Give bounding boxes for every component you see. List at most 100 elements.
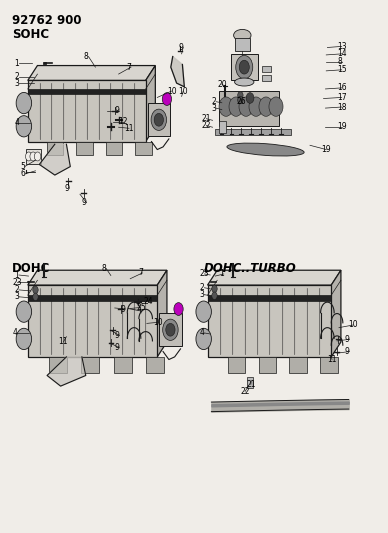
- Text: 13: 13: [337, 42, 346, 51]
- Circle shape: [162, 93, 171, 106]
- Text: 11: 11: [59, 337, 68, 346]
- Bar: [146, 357, 164, 373]
- Polygon shape: [39, 144, 70, 175]
- Text: 9: 9: [345, 347, 350, 356]
- Ellipse shape: [16, 116, 32, 137]
- Circle shape: [33, 293, 38, 301]
- Bar: [262, 66, 271, 72]
- Polygon shape: [28, 270, 167, 285]
- Text: 10: 10: [178, 86, 188, 95]
- Polygon shape: [28, 66, 155, 80]
- Ellipse shape: [235, 78, 254, 86]
- Text: 9: 9: [115, 106, 120, 115]
- Text: 9: 9: [82, 198, 87, 207]
- Bar: [262, 75, 271, 82]
- Circle shape: [33, 286, 38, 294]
- Bar: [76, 142, 93, 155]
- Text: 9: 9: [115, 331, 120, 340]
- Text: 16: 16: [337, 83, 346, 92]
- Circle shape: [239, 97, 253, 116]
- Text: 26: 26: [237, 97, 246, 106]
- Bar: [258, 357, 276, 373]
- Text: 2: 2: [211, 97, 216, 106]
- Bar: [289, 357, 307, 373]
- Bar: [228, 357, 245, 373]
- Circle shape: [236, 55, 253, 79]
- Bar: [49, 357, 67, 373]
- Bar: [28, 80, 146, 142]
- Bar: [28, 89, 146, 94]
- Bar: [231, 54, 258, 80]
- Ellipse shape: [16, 92, 32, 114]
- Bar: [114, 357, 132, 373]
- Circle shape: [259, 97, 273, 116]
- Ellipse shape: [227, 143, 304, 156]
- Text: 21: 21: [202, 114, 211, 123]
- Text: 4: 4: [200, 328, 205, 337]
- Polygon shape: [208, 270, 341, 285]
- Ellipse shape: [16, 328, 32, 350]
- Ellipse shape: [196, 328, 211, 350]
- Text: 11: 11: [125, 124, 134, 133]
- Text: SOHC: SOHC: [12, 28, 49, 42]
- Text: 8: 8: [337, 58, 342, 66]
- Text: 23: 23: [12, 278, 22, 287]
- Text: 1: 1: [14, 271, 19, 279]
- Circle shape: [219, 97, 233, 116]
- Circle shape: [26, 152, 32, 161]
- Bar: [135, 142, 152, 155]
- Bar: [219, 121, 226, 133]
- Circle shape: [229, 97, 243, 116]
- Text: 10: 10: [153, 318, 163, 327]
- Text: DOHC..TURBO: DOHC..TURBO: [204, 262, 296, 275]
- Text: 8: 8: [101, 264, 106, 272]
- Text: 9: 9: [121, 304, 125, 313]
- Polygon shape: [146, 66, 155, 142]
- Ellipse shape: [196, 301, 211, 322]
- Circle shape: [163, 319, 178, 341]
- Text: 1: 1: [14, 59, 19, 68]
- Circle shape: [166, 324, 175, 336]
- Text: DOHC: DOHC: [12, 262, 51, 275]
- Bar: [28, 285, 157, 357]
- Circle shape: [249, 97, 263, 116]
- Text: 92762 900: 92762 900: [12, 14, 82, 27]
- Bar: [147, 103, 170, 136]
- Text: 20: 20: [217, 79, 227, 88]
- Bar: [208, 285, 331, 357]
- Text: 21: 21: [246, 380, 256, 389]
- Text: 23: 23: [200, 270, 210, 278]
- Bar: [320, 357, 338, 373]
- Text: 9: 9: [178, 43, 184, 52]
- Circle shape: [30, 152, 36, 161]
- Text: 14: 14: [337, 50, 346, 58]
- Text: 17: 17: [337, 93, 346, 102]
- Ellipse shape: [234, 29, 251, 41]
- Text: 2: 2: [200, 283, 204, 292]
- Text: 24: 24: [144, 296, 153, 305]
- Polygon shape: [157, 270, 167, 357]
- Text: 2: 2: [14, 285, 19, 294]
- Circle shape: [246, 93, 254, 103]
- Circle shape: [238, 92, 243, 99]
- Text: 10: 10: [167, 86, 177, 95]
- Bar: [28, 295, 157, 301]
- Text: 4: 4: [14, 118, 19, 127]
- Text: 15: 15: [337, 66, 346, 74]
- Circle shape: [269, 97, 283, 116]
- Text: 9: 9: [115, 343, 120, 352]
- Circle shape: [154, 114, 163, 126]
- Bar: [208, 295, 331, 301]
- Text: 3: 3: [200, 290, 205, 299]
- Polygon shape: [47, 357, 86, 386]
- Circle shape: [174, 303, 183, 316]
- Text: 3: 3: [14, 78, 19, 87]
- Text: 11: 11: [327, 355, 337, 364]
- Text: 7: 7: [138, 269, 143, 277]
- Bar: [247, 377, 253, 387]
- Text: 3: 3: [211, 103, 216, 112]
- Bar: [235, 38, 250, 51]
- Text: 10: 10: [349, 320, 358, 329]
- Text: 12: 12: [119, 117, 128, 126]
- Circle shape: [212, 292, 217, 300]
